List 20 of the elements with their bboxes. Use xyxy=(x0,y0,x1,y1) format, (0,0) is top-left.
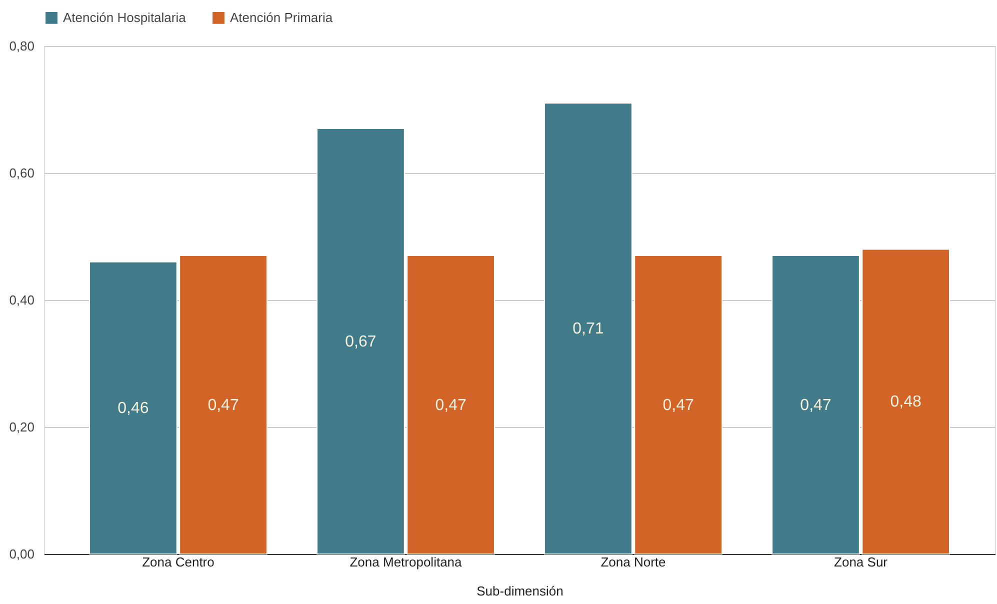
data-label: 0,47 xyxy=(435,396,466,414)
data-label: 0,48 xyxy=(890,394,922,411)
x-tick-label: Zona Centro xyxy=(142,554,214,570)
x-axis-title: Sub-dimensión xyxy=(476,584,564,598)
data-label: 0,47 xyxy=(800,396,832,414)
y-tick-label: 0,80 xyxy=(9,38,34,54)
data-label: 0,46 xyxy=(118,400,149,417)
data-label: 0,47 xyxy=(208,396,239,414)
legend-label: Atención Hospitalaria xyxy=(63,10,187,25)
data-label: 0,47 xyxy=(662,396,694,414)
legend-label: Atención Primaria xyxy=(230,10,334,25)
y-tick-label: 0,40 xyxy=(9,292,34,308)
y-tick-label: 0,20 xyxy=(9,420,34,434)
data-label: 0,71 xyxy=(572,320,604,338)
y-tick-label: 0,60 xyxy=(9,166,34,180)
x-tick-label: Zona Norte xyxy=(600,554,666,570)
y-tick-label: 0,00 xyxy=(9,546,34,562)
x-tick-label: Zona Sur xyxy=(834,554,888,570)
data-label: 0,67 xyxy=(345,333,376,350)
x-tick-label: Zona Metropolitana xyxy=(350,554,463,570)
